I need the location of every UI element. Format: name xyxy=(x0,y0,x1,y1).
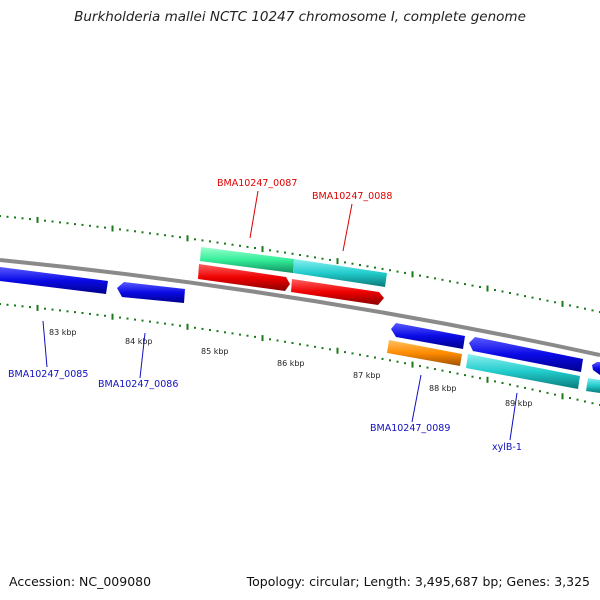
scale-label: 83 kbp xyxy=(49,328,77,337)
gene-bma10247-0089-upper[interactable] xyxy=(391,323,465,349)
leader-0086 xyxy=(139,332,146,379)
gene-label-bma10247-0089[interactable]: BMA10247_0089 xyxy=(370,423,450,434)
gene-bma10247-0088-cyan[interactable] xyxy=(293,259,387,287)
gene-bma10247-0085[interactable] xyxy=(0,267,108,294)
gene-bma10247-0089[interactable] xyxy=(387,340,462,366)
gene-bma10247-0087[interactable] xyxy=(198,264,290,291)
inner-tick-ring xyxy=(0,303,600,406)
scale-label: 84 kbp xyxy=(125,337,153,346)
gene-label-bma10247-0088[interactable]: BMA10247_0088 xyxy=(312,191,392,202)
gene-bma10247-0087-green[interactable] xyxy=(200,247,294,273)
outer-tick-ring xyxy=(0,215,600,313)
scale-label: 85 kbp xyxy=(201,347,229,356)
leader-xylb xyxy=(509,392,518,441)
leader-0088 xyxy=(342,203,353,252)
gene-label-bma10247-0085[interactable]: BMA10247_0085 xyxy=(8,369,88,380)
scale-label: 86 kbp xyxy=(277,359,305,368)
scale-label: 89 kbp xyxy=(505,399,533,408)
gene-labels: BMA10247_0087 BMA10247_0088 BMA10247_008… xyxy=(8,178,522,453)
leader-0085 xyxy=(42,320,48,368)
gene-label-bma10247-0087[interactable]: BMA10247_0087 xyxy=(217,178,297,189)
gene-bma10247-0086[interactable] xyxy=(117,282,185,303)
gene-edge-cyan[interactable] xyxy=(586,378,600,393)
gene-label-xylb-1[interactable]: xylB-1 xyxy=(492,442,522,453)
scale-label: 88 kbp xyxy=(429,384,457,393)
gene-edge-blue[interactable] xyxy=(592,362,600,375)
scale-label: 87 kbp xyxy=(353,371,381,380)
gene-label-bma10247-0086[interactable]: BMA10247_0086 xyxy=(98,379,178,390)
leader-0089 xyxy=(411,374,422,423)
scale-labels: 83 kbp 84 kbp 85 kbp 86 kbp 87 kbp 88 kb… xyxy=(49,328,533,408)
label-leaders xyxy=(42,190,518,441)
gene-xylb-1-blue[interactable] xyxy=(469,337,583,372)
gene-bma10247-0088[interactable] xyxy=(291,279,384,305)
map-title: Burkholderia mallei NCTC 10247 chromosom… xyxy=(74,9,526,25)
leader-0087 xyxy=(249,190,259,239)
genome-stats-label: Topology: circular; Length: 3,495,687 bp… xyxy=(246,574,590,589)
genome-backbone xyxy=(0,258,600,357)
gene-xylb-1[interactable] xyxy=(466,354,580,389)
gene-features xyxy=(0,247,600,393)
accession-label: Accession: NC_009080 xyxy=(9,574,152,589)
